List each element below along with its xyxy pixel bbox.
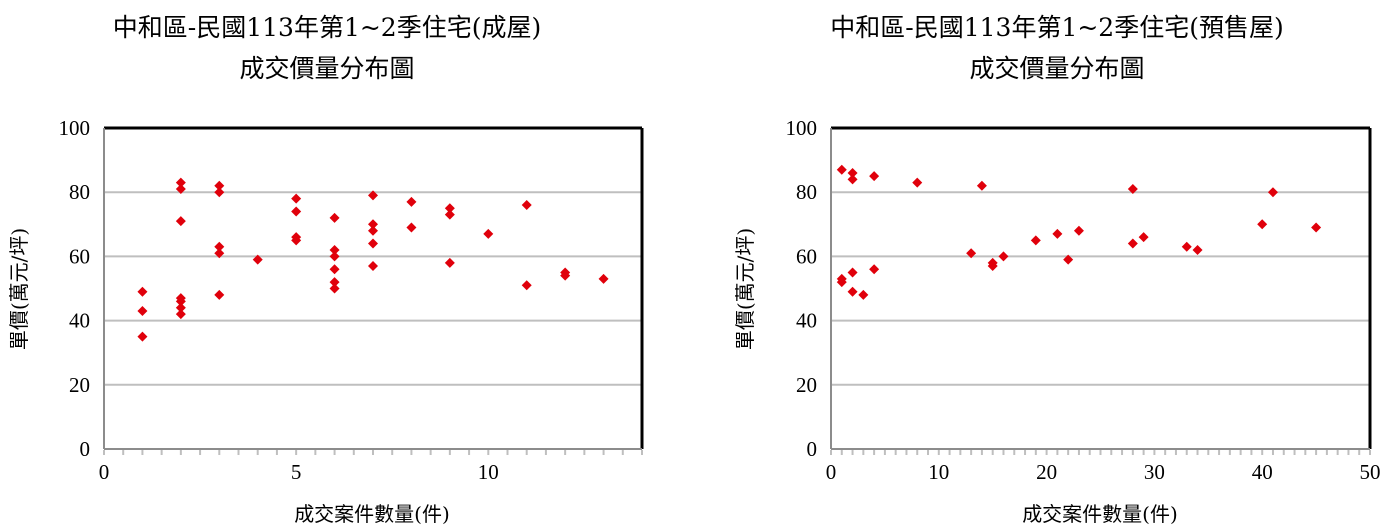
data-point bbox=[368, 238, 378, 249]
data-point bbox=[998, 251, 1009, 262]
data-point bbox=[329, 283, 340, 294]
y-tick-label: 100 bbox=[786, 116, 818, 140]
x-axis-label: 成交案件數量(件) bbox=[1022, 502, 1178, 526]
data-point bbox=[1138, 232, 1149, 243]
data-point bbox=[1181, 241, 1192, 252]
data-point bbox=[252, 254, 263, 265]
y-tick-label: 100 bbox=[59, 116, 91, 140]
x-tick-label: 5 bbox=[291, 460, 302, 484]
chart-title: 中和區-民國113年第1~2季住宅(成屋) bbox=[113, 13, 541, 42]
data-point bbox=[1063, 254, 1074, 265]
data-point bbox=[329, 244, 340, 255]
data-point bbox=[406, 196, 417, 207]
chart-title: 中和區-民國113年第1~2季住宅(預售屋) bbox=[830, 13, 1283, 42]
data-point bbox=[214, 180, 225, 191]
data-point bbox=[912, 177, 923, 188]
y-tick-label: 20 bbox=[69, 373, 90, 397]
x-tick-label: 50 bbox=[1360, 460, 1381, 484]
data-point bbox=[444, 257, 455, 268]
y-tick-label: 40 bbox=[796, 309, 817, 333]
data-point bbox=[598, 273, 609, 284]
data-point bbox=[444, 203, 455, 214]
data-point bbox=[1311, 222, 1322, 233]
data-point bbox=[175, 177, 186, 188]
data-point bbox=[869, 264, 880, 275]
data-point bbox=[521, 280, 532, 291]
data-point bbox=[483, 228, 494, 239]
y-tick-label: 20 bbox=[796, 373, 817, 397]
data-point bbox=[329, 251, 340, 262]
data-point bbox=[175, 183, 186, 194]
data-point bbox=[214, 289, 225, 300]
x-tick-label: 40 bbox=[1252, 460, 1273, 484]
data-point bbox=[1030, 235, 1041, 246]
data-point bbox=[368, 190, 378, 201]
data-point bbox=[987, 261, 998, 272]
data-point bbox=[214, 187, 225, 198]
data-point bbox=[521, 200, 532, 211]
x-tick-label: 30 bbox=[1144, 460, 1165, 484]
x-tick-label: 20 bbox=[1036, 460, 1057, 484]
y-tick-label: 60 bbox=[796, 244, 817, 268]
y-tick-label: 0 bbox=[80, 437, 91, 461]
data-point bbox=[175, 216, 186, 227]
y-axis-label: 單價(萬元/坪) bbox=[7, 228, 31, 350]
y-tick-label: 80 bbox=[69, 180, 90, 204]
data-point bbox=[847, 167, 858, 178]
data-point bbox=[137, 331, 148, 342]
data-point bbox=[847, 174, 858, 185]
data-point bbox=[406, 222, 417, 233]
data-point bbox=[560, 270, 571, 281]
data-point bbox=[836, 164, 847, 175]
y-axis-label: 單價(萬元/坪) bbox=[733, 228, 757, 350]
data-point bbox=[444, 209, 455, 220]
data-point bbox=[869, 171, 880, 182]
data-point bbox=[1257, 219, 1268, 230]
data-point bbox=[175, 302, 186, 313]
data-point bbox=[291, 206, 302, 217]
data-point bbox=[847, 286, 858, 297]
x-axis-label: 成交案件數量(件) bbox=[294, 502, 450, 526]
data-point bbox=[329, 212, 340, 223]
data-point bbox=[1052, 228, 1063, 239]
data-point bbox=[214, 248, 225, 259]
chart-subtitle: 成交價量分布圖 bbox=[969, 54, 1144, 83]
chart-presale-houses: 中和區-民國113年第1~2季住宅(預售屋) 成交價量分布圖 0 20 40 60 80 10… bbox=[733, 13, 1381, 526]
data-point bbox=[137, 305, 148, 316]
x-tick-label: 0 bbox=[99, 460, 110, 484]
y-tick-label: 60 bbox=[69, 244, 90, 268]
y-tick-label: 0 bbox=[807, 437, 818, 461]
y-tick-label: 40 bbox=[69, 309, 90, 333]
data-point bbox=[368, 219, 378, 230]
data-point bbox=[1192, 244, 1203, 255]
data-point bbox=[368, 225, 378, 236]
data-point bbox=[329, 264, 340, 275]
x-tick-label: 10 bbox=[478, 460, 499, 484]
data-point bbox=[175, 309, 186, 320]
data-point bbox=[137, 286, 148, 297]
data-point bbox=[966, 248, 977, 259]
data-point bbox=[1127, 183, 1138, 194]
chart-resale-houses: 中和區-民國113年第1~2季住宅(成屋)成交價量分布圖020406080100… bbox=[7, 13, 644, 526]
chart-subtitle: 成交價量分布圖 bbox=[239, 54, 414, 83]
data-point bbox=[214, 241, 225, 252]
data-point bbox=[1127, 238, 1138, 249]
data-point bbox=[175, 296, 186, 307]
data-point bbox=[1267, 187, 1278, 198]
data-point bbox=[329, 277, 340, 288]
data-point bbox=[976, 180, 987, 191]
data-point bbox=[368, 261, 378, 272]
data-point bbox=[847, 267, 858, 278]
x-tick-label: 10 bbox=[928, 460, 949, 484]
data-point bbox=[836, 277, 847, 288]
data-point bbox=[1073, 225, 1084, 236]
y-tick-label: 80 bbox=[796, 180, 817, 204]
data-point bbox=[291, 193, 302, 204]
x-tick-label: 0 bbox=[826, 460, 837, 484]
data-point bbox=[858, 289, 869, 300]
data-point bbox=[291, 235, 302, 246]
